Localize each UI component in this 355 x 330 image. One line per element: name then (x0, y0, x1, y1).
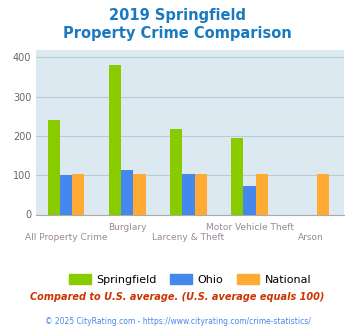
Bar (60, 175, 72, 214)
Bar (231, 138, 244, 214)
Bar (195, 175, 207, 215)
Bar (182, 175, 195, 215)
Bar (256, 174, 268, 214)
Bar (109, 65, 121, 214)
Bar (244, 186, 256, 215)
Text: Arson: Arson (298, 233, 324, 242)
Bar (133, 175, 146, 215)
Bar (121, 170, 133, 215)
Text: Compared to U.S. average. (U.S. average equals 100): Compared to U.S. average. (U.S. average … (30, 292, 325, 302)
Text: © 2025 CityRating.com - https://www.cityrating.com/crime-statistics/: © 2025 CityRating.com - https://www.city… (45, 317, 310, 326)
Text: Larceny & Theft: Larceny & Theft (152, 233, 224, 242)
Bar (170, 129, 182, 214)
Bar (48, 120, 60, 214)
Text: All Property Crime: All Property Crime (25, 233, 107, 242)
Bar (317, 174, 329, 214)
Text: Burglary: Burglary (108, 223, 147, 232)
Bar (72, 174, 84, 214)
Text: Property Crime Comparison: Property Crime Comparison (63, 26, 292, 41)
Text: 2019 Springfield: 2019 Springfield (109, 8, 246, 23)
Legend: Springfield, Ohio, National: Springfield, Ohio, National (64, 270, 316, 289)
Text: Motor Vehicle Theft: Motor Vehicle Theft (206, 223, 294, 232)
